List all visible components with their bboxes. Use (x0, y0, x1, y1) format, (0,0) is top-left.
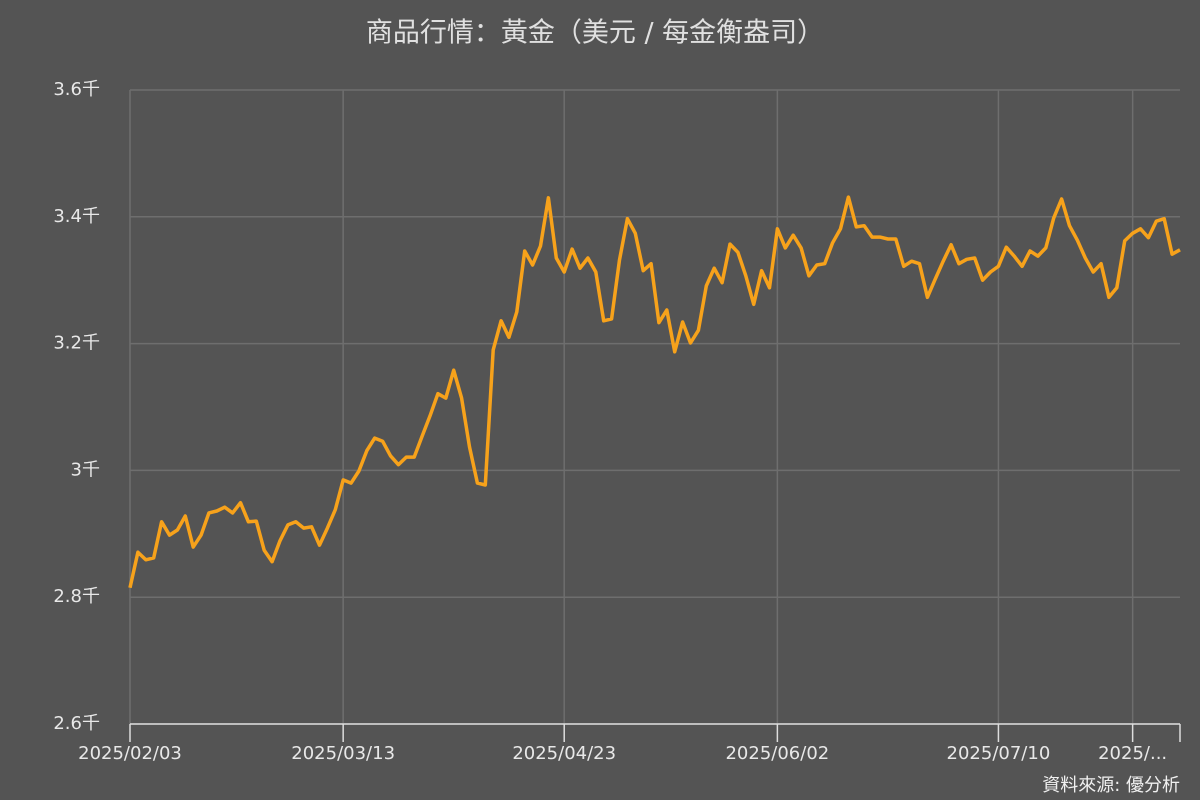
price-line (128, 195, 1181, 589)
y-tick-label: 2.6千 (53, 713, 100, 734)
x-tick-label: 2025/04/23 (512, 743, 616, 764)
y-tick-label: 2.8千 (53, 586, 100, 607)
y-tick-label: 3.2千 (53, 333, 100, 354)
x-tick-label: 2025/02/03 (78, 743, 182, 764)
y-tick-label: 3.6千 (53, 79, 100, 100)
x-tick-label: 2025/03/13 (291, 743, 395, 764)
x-tick-label: 2025/... (1098, 743, 1167, 764)
x-tick-label: 2025/06/02 (725, 743, 829, 764)
source-note: 資料來源: 優分析 (1042, 775, 1180, 796)
y-tick-label: 3千 (71, 459, 100, 480)
chart-title: 商品行情：黃金（美元 / 每金衡盎司） (366, 18, 824, 49)
x-tick-label: 2025/07/10 (947, 743, 1051, 764)
y-tick-label: 3.4千 (53, 206, 100, 227)
